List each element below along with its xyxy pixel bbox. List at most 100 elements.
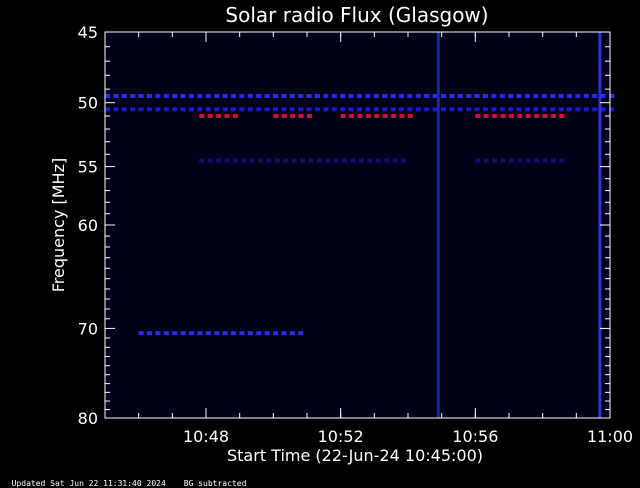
band-dot xyxy=(333,158,339,163)
band-dot xyxy=(392,158,398,163)
band-dot xyxy=(325,158,331,163)
band-dot xyxy=(130,107,136,112)
band-dot xyxy=(441,93,446,98)
band-dot xyxy=(138,331,144,336)
band-dot xyxy=(256,107,262,112)
band-dot xyxy=(273,107,278,112)
band-dot xyxy=(281,113,287,118)
band-dot xyxy=(197,107,203,112)
band-dot xyxy=(373,93,379,98)
band-dot xyxy=(390,93,396,98)
band-dot xyxy=(374,113,380,118)
band-dot xyxy=(399,93,404,98)
band-dot xyxy=(357,113,363,118)
band-dot xyxy=(382,113,388,118)
band-dot xyxy=(525,107,530,112)
band-dot xyxy=(475,158,481,163)
band-dot xyxy=(567,107,572,112)
band-dot xyxy=(241,158,247,163)
band-dot xyxy=(399,113,405,118)
y-tick-label: 60 xyxy=(78,216,98,235)
frequency-band xyxy=(105,93,614,98)
band-dot xyxy=(231,107,236,112)
band-dot xyxy=(600,93,606,98)
band-dot xyxy=(264,331,270,336)
band-dot xyxy=(290,113,296,118)
frequency-band xyxy=(475,158,565,163)
band-dot xyxy=(399,107,404,112)
band-dot xyxy=(492,158,498,163)
band-dot xyxy=(138,107,144,112)
band-dot xyxy=(558,93,564,98)
band-dot xyxy=(298,93,304,98)
band-dot xyxy=(449,93,455,98)
band-dot xyxy=(172,93,178,98)
band-dot xyxy=(382,107,388,112)
band-dot xyxy=(500,158,506,163)
band-dot xyxy=(407,107,413,112)
band-dot xyxy=(308,158,314,163)
band-dot xyxy=(441,107,446,112)
band-dot xyxy=(541,93,547,98)
band-dot xyxy=(224,158,230,163)
band-dot xyxy=(199,158,205,163)
band-dot xyxy=(147,107,152,112)
band-dot xyxy=(558,107,564,112)
band-dot xyxy=(264,93,270,98)
band-dot xyxy=(180,331,186,336)
band-dot xyxy=(189,331,195,336)
band-dot xyxy=(415,107,421,112)
band-dot xyxy=(207,113,213,118)
band-dot xyxy=(281,331,287,336)
band-dot xyxy=(172,331,178,336)
band-dot xyxy=(508,158,514,163)
band-dot xyxy=(483,113,489,118)
band-dot xyxy=(373,107,379,112)
band-dot xyxy=(390,107,396,112)
band-dot xyxy=(214,331,220,336)
band-dot xyxy=(525,93,530,98)
band-dot xyxy=(525,158,531,163)
band-dot xyxy=(583,93,589,98)
band-dot xyxy=(197,331,203,336)
band-dot xyxy=(180,107,186,112)
band-dot xyxy=(331,107,337,112)
band-dot xyxy=(358,158,364,163)
band-dot xyxy=(273,93,278,98)
band-dot xyxy=(600,107,606,112)
band-dot xyxy=(239,331,245,336)
band-dot xyxy=(350,158,356,163)
band-dot xyxy=(508,93,514,98)
band-dot xyxy=(432,93,438,98)
band-dot xyxy=(474,93,480,98)
frequency-band xyxy=(340,113,413,118)
frequency-band xyxy=(273,113,312,118)
band-dot xyxy=(306,113,312,118)
band-dot xyxy=(199,113,205,118)
band-dot xyxy=(247,331,253,336)
band-dot xyxy=(542,113,548,118)
band-dot xyxy=(323,107,329,112)
band-dot xyxy=(180,93,186,98)
band-dot xyxy=(449,107,455,112)
band-dot xyxy=(407,93,413,98)
band-dot xyxy=(559,113,565,118)
band-dot xyxy=(300,158,306,163)
band-dot xyxy=(214,107,220,112)
band-dot xyxy=(105,107,110,112)
band-dot xyxy=(533,93,539,98)
band-dot xyxy=(231,93,236,98)
y-tick-label: 50 xyxy=(78,94,98,113)
band-dot xyxy=(281,93,287,98)
spectrogram-marks xyxy=(105,32,614,418)
band-dot xyxy=(105,93,110,98)
band-dot xyxy=(583,107,589,112)
band-dot xyxy=(499,107,505,112)
band-dot xyxy=(508,107,514,112)
band-dot xyxy=(533,107,539,112)
band-dot xyxy=(121,107,127,112)
frequency-band xyxy=(138,331,304,336)
band-dot xyxy=(541,107,547,112)
band-dot xyxy=(357,107,362,112)
